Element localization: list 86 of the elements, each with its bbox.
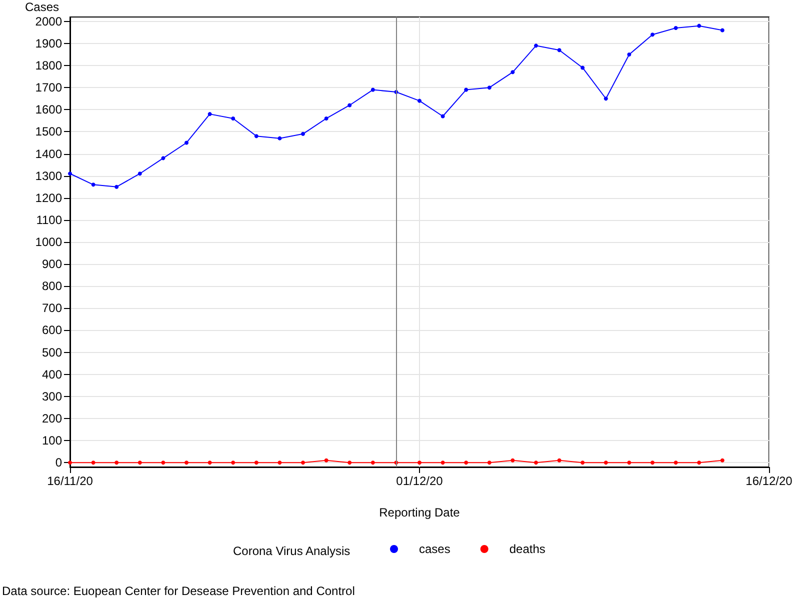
point bbox=[324, 458, 328, 462]
y-tick-label: 1100 bbox=[36, 212, 62, 227]
point bbox=[440, 460, 445, 465]
point bbox=[720, 28, 724, 32]
y-tick-label: 2000 bbox=[35, 14, 62, 28]
point bbox=[627, 52, 632, 56]
legend-title: Corona Virus Analysis bbox=[233, 544, 350, 558]
x-axis-title: Reporting Date bbox=[379, 506, 460, 520]
y-tick-label: 1700 bbox=[35, 80, 62, 95]
point bbox=[418, 460, 422, 465]
point bbox=[510, 458, 515, 462]
x-tick-label: 01/12/20 bbox=[396, 474, 444, 488]
point bbox=[68, 172, 72, 176]
y-tick-label: 400 bbox=[42, 367, 62, 382]
point bbox=[91, 182, 96, 187]
legend-label: deaths bbox=[509, 542, 546, 556]
x-tick-label: 16/11/20 bbox=[47, 474, 94, 488]
point bbox=[370, 460, 375, 465]
y-tick-label: 1400 bbox=[35, 146, 62, 161]
point bbox=[114, 460, 119, 465]
y-tick-label: 300 bbox=[42, 389, 62, 404]
point bbox=[301, 132, 305, 136]
point bbox=[278, 136, 282, 140]
y-tick-label: 1500 bbox=[35, 124, 62, 139]
x-tick-label: 16/12/20 bbox=[746, 474, 793, 488]
point bbox=[464, 460, 468, 465]
point bbox=[627, 460, 632, 465]
point bbox=[650, 460, 654, 465]
point bbox=[440, 114, 445, 118]
point bbox=[278, 460, 282, 465]
y-axis-title: Cases bbox=[25, 0, 60, 14]
y-tick-label: 1800 bbox=[35, 58, 62, 73]
y-tick-label: 1300 bbox=[35, 168, 62, 183]
point bbox=[138, 172, 142, 176]
point bbox=[604, 460, 608, 465]
point bbox=[138, 460, 142, 465]
point bbox=[254, 460, 258, 465]
point bbox=[464, 88, 468, 92]
y-tick-label: 100 bbox=[42, 434, 62, 448]
point bbox=[184, 460, 188, 465]
y-tick-label: 500 bbox=[42, 345, 62, 360]
y-tick-label: 1000 bbox=[35, 235, 62, 249]
point bbox=[231, 116, 236, 120]
point bbox=[557, 458, 562, 462]
point bbox=[208, 112, 212, 116]
point bbox=[534, 44, 538, 48]
point bbox=[184, 140, 188, 145]
point bbox=[68, 460, 72, 465]
point bbox=[557, 48, 562, 52]
y-tick-label: 700 bbox=[42, 301, 62, 316]
point bbox=[91, 460, 96, 465]
y-tick-label: 900 bbox=[42, 257, 62, 272]
y-tick-label: 1900 bbox=[35, 36, 62, 50]
y-tick-label: 200 bbox=[42, 411, 62, 426]
point bbox=[720, 458, 724, 462]
point bbox=[301, 460, 305, 465]
point bbox=[604, 96, 608, 101]
point bbox=[510, 70, 515, 74]
point bbox=[348, 460, 352, 465]
point bbox=[161, 156, 166, 160]
legend-label: cases bbox=[419, 542, 450, 556]
point bbox=[324, 116, 328, 120]
point bbox=[418, 98, 422, 103]
point bbox=[697, 460, 702, 465]
point bbox=[487, 460, 492, 465]
point bbox=[580, 460, 585, 465]
point bbox=[208, 460, 212, 465]
point bbox=[161, 460, 166, 465]
y-tick-label: 1200 bbox=[35, 190, 62, 205]
y-tick-label: 1600 bbox=[35, 102, 62, 117]
point bbox=[580, 66, 585, 70]
point bbox=[534, 460, 538, 465]
point bbox=[114, 184, 119, 189]
y-tick-label: 800 bbox=[42, 279, 62, 294]
y-tick-label: 600 bbox=[42, 323, 62, 338]
point bbox=[254, 134, 258, 138]
point bbox=[650, 32, 654, 37]
point bbox=[487, 86, 492, 90]
point bbox=[231, 460, 236, 465]
point bbox=[674, 26, 678, 30]
point bbox=[674, 460, 678, 465]
point bbox=[370, 88, 375, 92]
source-note: Data source: Euopean Center for Desease Prevention and Control bbox=[2, 584, 355, 598]
y-tick-label: 0 bbox=[55, 456, 62, 470]
point bbox=[697, 24, 702, 28]
point bbox=[348, 103, 352, 108]
